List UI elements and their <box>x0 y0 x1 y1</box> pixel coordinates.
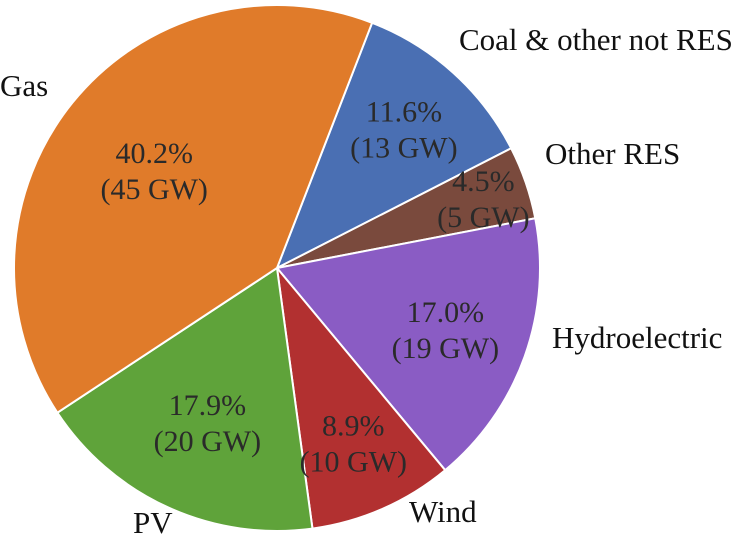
slice-percent-label-pv: 17.9% <box>169 389 247 422</box>
pie-slice-coal <box>275 21 513 271</box>
category-label-hydroelectric: Hydroelectric <box>552 320 722 355</box>
slice-percent-label-coal: 11.6% <box>366 95 442 128</box>
pie-slice-gas <box>13 4 374 415</box>
category-label-coal: Coal & other not RES <box>459 22 733 57</box>
slice-value-label-gas: (45 GW) <box>100 173 207 206</box>
pie-slices <box>13 4 541 532</box>
slice-percent-label-wind: 8.9% <box>322 409 385 442</box>
category-labels: Coal & other not RES Other RES Hydroelec… <box>0 22 733 535</box>
category-label-other-res: Other RES <box>545 136 680 171</box>
category-label-gas: Gas <box>0 68 48 103</box>
category-label-wind: Wind <box>409 494 477 529</box>
slice-percent-label-hydroelectric: 17.0% <box>407 296 485 329</box>
slice-value-label-other-res: (5 GW) <box>437 201 529 234</box>
pie-slice-pv <box>55 266 314 532</box>
pie-slice-wind <box>275 264 447 530</box>
slice-value-label-pv: (20 GW) <box>154 425 261 458</box>
slice-value-label-wind: (10 GW) <box>300 445 407 478</box>
slice-percent-label-gas: 40.2% <box>115 137 193 170</box>
slice-value-label-coal: (13 GW) <box>350 131 457 164</box>
slice-percent-label-other-res: 4.5% <box>452 165 515 198</box>
slice-value-labels: 11.6%(13 GW)4.5%(5 GW) 17.0%(19 GW) 8.9%(1… <box>100 95 529 478</box>
slice-value-label-hydroelectric: (19 GW) <box>392 332 499 365</box>
category-label-pv: PV <box>133 505 173 535</box>
pie-slice-hydroelectric <box>275 217 541 472</box>
